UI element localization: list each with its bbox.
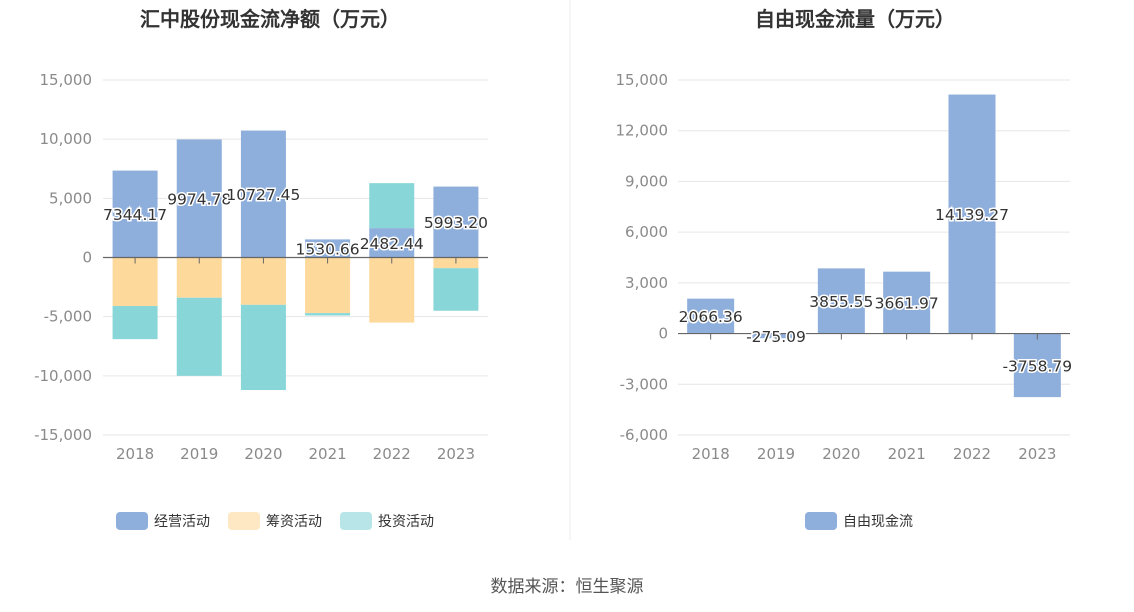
y-tick-label: -3,000 — [620, 375, 668, 393]
bar-经营活动-2020[interactable] — [240, 130, 286, 258]
bar-筹资活动-2018[interactable] — [112, 257, 158, 307]
data-label: 3661.97 — [875, 295, 939, 313]
bar-series — [112, 130, 479, 391]
bar-筹资活动-2020[interactable] — [240, 257, 286, 305]
x-axis-ticks: 2018 2019 2020 2021 2022 2023 — [692, 333, 1056, 463]
legend-label: 筹资活动 — [266, 513, 322, 530]
bar-2018[interactable] — [687, 298, 735, 334]
chart-title: 汇中股份现金流净额（万元） — [140, 7, 400, 31]
y-tick-label: 10,000 — [40, 130, 93, 148]
bar-2022[interactable] — [948, 94, 996, 334]
data-label: 1530.66 — [296, 240, 360, 258]
y-gridlines — [103, 79, 488, 436]
data-label: 7344.17 — [103, 206, 167, 224]
x-tick-label: 2020 — [822, 445, 860, 463]
x-tick-label: 2020 — [244, 445, 282, 463]
bar-经营活动-2018[interactable] — [112, 170, 158, 258]
data-source: 数据来源：恒生聚源 — [491, 577, 644, 597]
y-tick-label: 12,000 — [616, 122, 669, 140]
y-tick-label: 15,000 — [40, 71, 93, 89]
data-label: 2066.36 — [679, 308, 743, 326]
chart-title: 自由现金流量（万元） — [755, 7, 955, 31]
data-label: 2482.44 — [360, 235, 424, 253]
bar-经营活动-2023[interactable] — [433, 186, 479, 258]
x-tick-label: 2019 — [757, 445, 795, 463]
cash-flow-net-chart: 汇中股份现金流净额（万元） 15,000 10,000 5,000 0 -5,000 -1… — [34, 7, 490, 530]
bar-series — [687, 94, 1061, 398]
bar-经营活动-2022[interactable] — [369, 228, 415, 258]
x-tick-label: 2023 — [1018, 445, 1056, 463]
data-label: 5993.20 — [424, 214, 488, 232]
y-tick-label: -6,000 — [620, 426, 668, 444]
y-tick-label: 0 — [658, 325, 668, 343]
legend-swatch — [116, 512, 148, 530]
bar-投资活动-2018[interactable] — [112, 306, 158, 340]
legend-label: 投资活动 — [378, 514, 434, 530]
bar-筹资活动-2022[interactable] — [369, 257, 415, 323]
data-label: 3855.55 — [809, 293, 873, 311]
y-tick-label: 5,000 — [49, 189, 92, 207]
legend-label: 自由现金流 — [843, 514, 913, 530]
data-label: -275.09 — [746, 328, 806, 346]
legend[interactable]: 自由现金流 — [805, 512, 913, 530]
legend[interactable]: 经营活动 筹资活动 投资活动 — [116, 512, 434, 530]
legend-swatch — [805, 512, 837, 530]
bar-2023[interactable] — [1013, 333, 1061, 398]
y-axis-ticks: 15,000 12,000 9,000 6,000 3,000 0 -3,000 -6,000 — [616, 71, 669, 444]
y-tick-label: 6,000 — [625, 223, 668, 241]
bar-经营活动-2019[interactable] — [176, 139, 222, 258]
y-tick-label: -10,000 — [34, 367, 92, 385]
data-label: 14139.27 — [935, 206, 1009, 224]
legend-swatch — [228, 512, 260, 530]
bar-投资活动-2022[interactable] — [369, 183, 415, 229]
bar-投资活动-2019[interactable] — [176, 297, 222, 376]
legend-item-经营活动[interactable]: 经营活动 — [116, 512, 210, 530]
legend-item-投资活动[interactable]: 投资活动 — [340, 512, 434, 530]
bar-投资活动-2020[interactable] — [240, 304, 286, 391]
x-tick-label: 2021 — [888, 445, 926, 463]
y-tick-label: 15,000 — [616, 71, 669, 89]
bar-2020[interactable] — [817, 268, 865, 334]
x-tick-label: 2018 — [692, 445, 730, 463]
bar-投资活动-2023[interactable] — [433, 268, 479, 311]
legend-item-筹资活动[interactable]: 筹资活动 — [228, 512, 322, 530]
bar-投资活动-2021[interactable] — [305, 313, 351, 316]
legend-swatch — [340, 512, 372, 530]
y-axis-ticks: 15,000 10,000 5,000 0 -5,000 -10,000 -15,000 — [34, 71, 92, 444]
x-axis-ticks: 2018 2019 2020 2021 2022 2023 — [116, 257, 475, 463]
y-tick-label: 0 — [82, 249, 92, 267]
x-tick-label: 2023 — [437, 445, 475, 463]
data-label: 9974.78 — [167, 190, 231, 208]
y-tick-label: 3,000 — [625, 274, 668, 292]
x-tick-label: 2019 — [180, 445, 218, 463]
y-tick-label: 9,000 — [625, 172, 668, 190]
x-tick-label: 2022 — [373, 445, 411, 463]
x-tick-label: 2021 — [308, 445, 346, 463]
bar-经营活动-2021[interactable] — [305, 239, 351, 258]
y-tick-label: -15,000 — [34, 426, 92, 444]
legend-item-自由现金流[interactable]: 自由现金流 — [805, 512, 913, 530]
data-label: -3758.79 — [1002, 357, 1072, 375]
y-tick-label: -5,000 — [44, 308, 92, 326]
legend-label: 经营活动 — [154, 514, 210, 530]
free-cash-flow-chart: 自由现金流量（万元） 15,000 12,000 9,000 6,000 3,000 0 -… — [616, 7, 1074, 530]
bar-2021[interactable] — [883, 271, 931, 334]
x-tick-label: 2022 — [953, 445, 991, 463]
x-tick-label: 2018 — [116, 445, 154, 463]
bar-筹资活动-2021[interactable] — [305, 257, 351, 314]
data-label: 10727.45 — [226, 186, 300, 204]
bar-筹资活动-2019[interactable] — [176, 257, 222, 298]
y-gridlines — [678, 79, 1070, 436]
